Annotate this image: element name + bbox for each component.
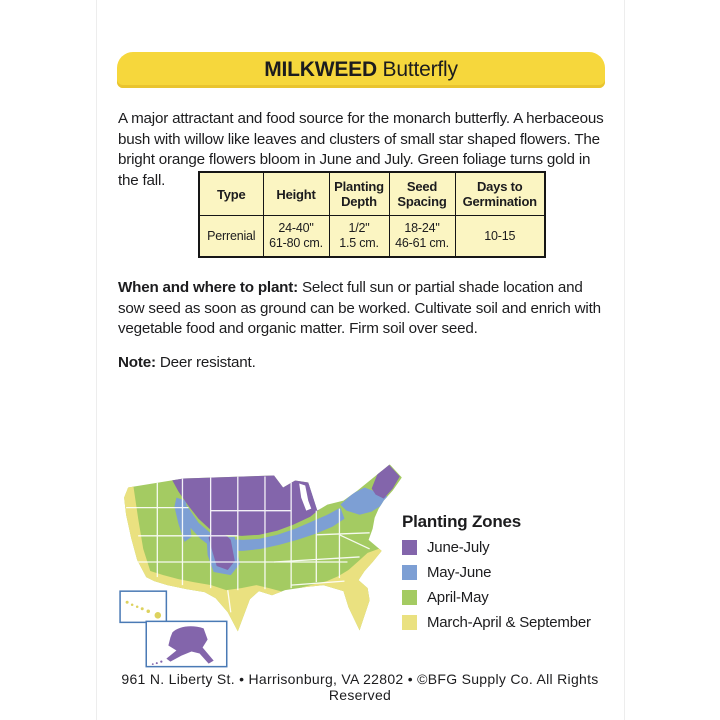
legend-label: May-June — [427, 564, 492, 581]
variety-name: Butterfly — [376, 58, 458, 81]
cell-days-to-germination: 10-15 — [454, 215, 546, 258]
legend-item-march-april-september: March-April & September — [402, 614, 617, 631]
col-header-type: Type — [198, 171, 264, 216]
plant-name: MILKWEED — [264, 58, 377, 81]
march-april-september-swatch — [402, 615, 417, 630]
legend-label: June-July — [427, 539, 490, 556]
june-july-swatch — [402, 540, 417, 555]
footer-address: 961 N. Liberty St. • Harrisonburg, VA 22… — [121, 671, 599, 703]
map-zone-purple — [168, 464, 400, 571]
note-label: Note: — [118, 354, 156, 372]
lake-michigan — [299, 483, 312, 511]
legend-item-april-may: April-May — [402, 589, 617, 606]
when-where-label: When and where to plant: — [118, 279, 298, 297]
description-paragraph: A major attractant and food source for t… — [118, 110, 604, 189]
col-header-seed-spacing: Seed Spacing — [388, 171, 456, 216]
planting-zones-legend: Planting Zones June-July May-June April-… — [402, 512, 617, 639]
cell-type: Perrenial — [198, 215, 264, 258]
note-text: Deer resistant. — [155, 354, 256, 372]
legend-item-may-june: May-June — [402, 564, 617, 581]
when-where-paragraph: When and where to plant: Select full sun… — [118, 278, 608, 340]
col-header-days-to-germination: Days to Germination — [454, 171, 546, 216]
cell-seed-spacing: 18-24" 46-61 cm. — [388, 215, 456, 258]
planting-zones-map — [119, 464, 402, 668]
note-paragraph: Note: Deer resistant. — [118, 353, 608, 374]
legend-label: April-May — [427, 589, 489, 606]
april-may-swatch — [402, 590, 417, 605]
legend-item-june-july: June-July — [402, 539, 617, 556]
alaska-inset — [145, 620, 228, 668]
col-header-planting-depth: Planting Depth — [328, 171, 390, 216]
title-banner: MILKWEED Butterfly — [117, 52, 605, 88]
table-header-row: Type Height Planting Depth Seed Spacing … — [198, 171, 546, 216]
col-header-height: Height — [262, 171, 330, 216]
cell-height: 24-40" 61-80 cm. — [262, 215, 330, 258]
cell-planting-depth: 1/2" 1.5 cm. — [328, 215, 390, 258]
packet-right-edge — [624, 0, 625, 720]
legend-title: Planting Zones — [402, 512, 522, 531]
state-borders — [126, 475, 370, 613]
hawaii-inset — [119, 590, 168, 624]
hawaii-islands — [125, 600, 162, 619]
table-row: Perrenial 24-40" 61-80 cm. 1/2" 1.5 cm. … — [198, 215, 546, 258]
alaska-shape — [151, 626, 214, 666]
packet-left-edge — [96, 0, 97, 720]
legend-label: March-April & September — [427, 614, 591, 631]
when-where-text: Select full sun or partial shade locatio… — [118, 279, 601, 338]
planting-specs-table: Type Height Planting Depth Seed Spacing … — [198, 171, 546, 258]
may-june-swatch — [402, 565, 417, 580]
